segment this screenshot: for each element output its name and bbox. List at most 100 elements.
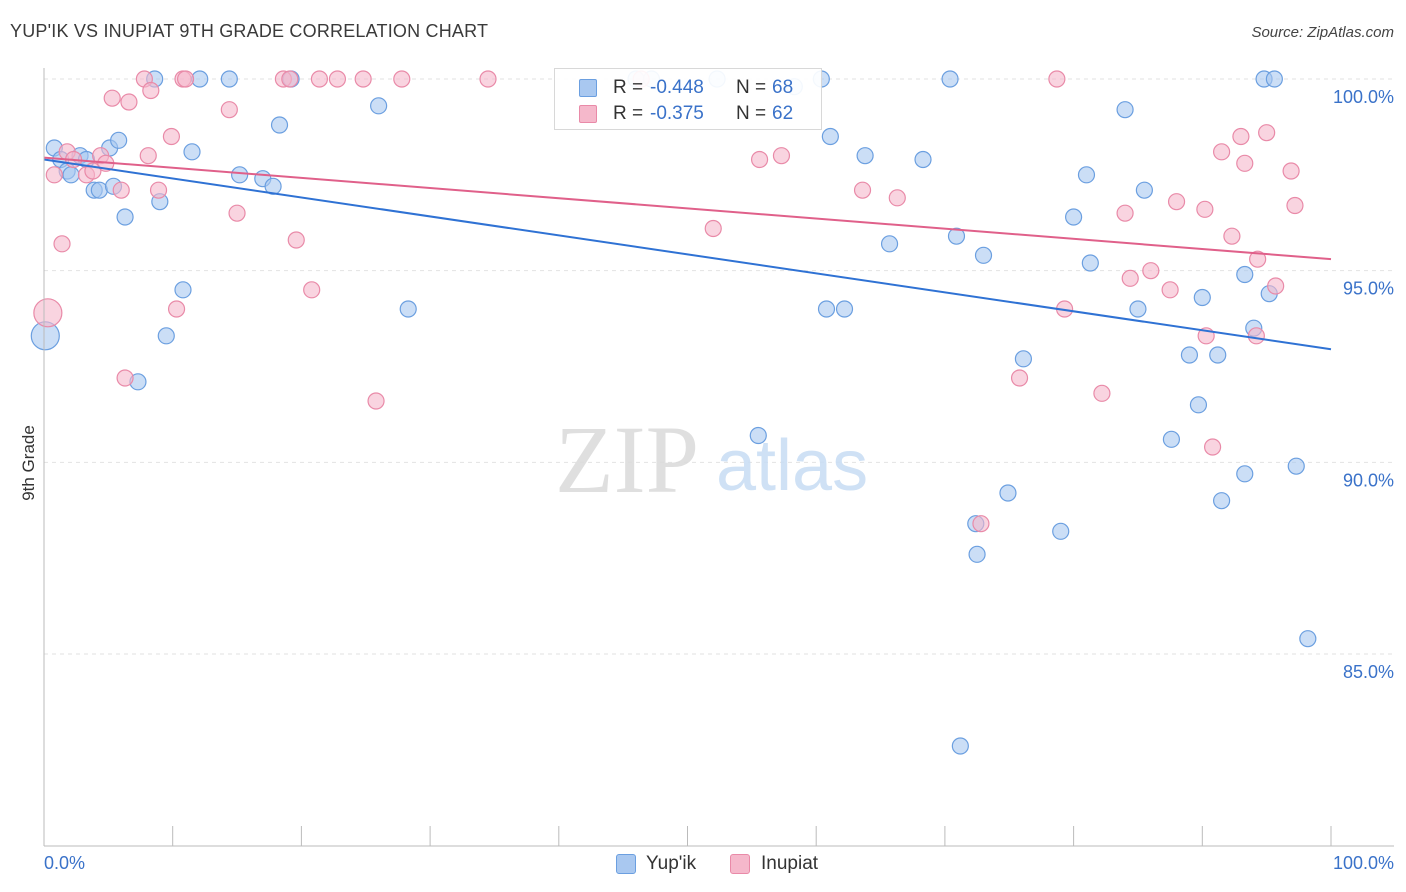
inupiat-point-28 (328, 70, 347, 88)
yupik-point-47 (1052, 522, 1070, 540)
yupik-point-36 (856, 147, 874, 165)
y-tick-label-2: 90.0% (1343, 470, 1394, 490)
yupik-point-52 (1129, 300, 1147, 318)
inupiat-n-label: N = (736, 103, 767, 124)
inupiat-point-9 (103, 89, 121, 107)
inupiat-swatch (579, 105, 597, 123)
legend-row-yupik: R = -0.448 N = 68 (555, 75, 821, 101)
inupiat-point-46 (1142, 262, 1160, 280)
legend-inupiat-label: Inupiat (761, 853, 819, 874)
inupiat-point-16 (149, 181, 168, 199)
yupik-r-value: -0.448 (650, 77, 704, 98)
inupiat-point-15 (142, 81, 160, 100)
watermark-atlas: atlas (716, 426, 868, 506)
inupiat-point-39 (972, 515, 990, 533)
chart-title: YUP'IK VS INUPIAT 9TH GRADE CORRELATION … (10, 21, 489, 41)
inupiat-point-36 (772, 147, 791, 165)
inupiat-point-30 (367, 392, 385, 410)
chart-source: Source: ZipAtlas.com (1251, 24, 1394, 41)
legend-yupik-swatch (616, 854, 636, 874)
trend-lines (43, 156, 1332, 351)
yupik-point-57 (1193, 288, 1211, 307)
yupik-point-35 (835, 300, 854, 318)
inupiat-point-41 (1048, 70, 1066, 88)
yupik-point-7 (90, 181, 108, 199)
yupik-point-26 (399, 300, 417, 318)
inupiat-point-12 (120, 93, 138, 111)
correlation-legend: R = -0.448 N = 68 R = -0.375 N = 62 (554, 68, 822, 130)
yupik-point-46 (1014, 350, 1033, 368)
yupik-point-25 (370, 97, 388, 115)
inupiat-point-35 (750, 150, 769, 169)
inupiat-point-52 (1213, 143, 1231, 161)
yupik-swatch (579, 79, 597, 97)
inupiat-point-59 (1267, 277, 1285, 295)
yupik-point-33 (817, 300, 836, 318)
inupiat-point-0 (33, 298, 63, 328)
inupiat-point-40 (1010, 369, 1029, 387)
yupik-point-67 (1299, 630, 1317, 648)
axes (43, 68, 1394, 847)
yupik-point-3 (62, 166, 80, 184)
inupiat-point-37 (853, 181, 872, 199)
inupiat-point-25 (287, 231, 305, 249)
inupiat-point-24 (281, 70, 299, 88)
inupiat-point-57 (1249, 250, 1267, 268)
inupiat-point-2 (53, 235, 71, 253)
yupik-point-60 (1236, 465, 1254, 483)
yupik-point-11 (116, 208, 134, 226)
x-tick-label-right: 100.0% (1333, 853, 1394, 873)
data-points (30, 70, 1317, 755)
inupiat-point-1 (45, 166, 63, 184)
yupik-point-20 (231, 166, 249, 184)
inupiat-point-53 (1223, 227, 1241, 245)
yupik-point-22 (264, 177, 282, 195)
yupik-point-45 (999, 484, 1017, 502)
yupik-point-19 (220, 70, 238, 88)
yupik-point-56 (1189, 396, 1208, 414)
yupik-point-38 (914, 150, 932, 169)
inupiat-r-label: R = (613, 103, 644, 124)
y-tick-label-1: 95.0% (1343, 279, 1394, 299)
inupiat-point-56 (1247, 327, 1265, 345)
yupik-point-17 (183, 143, 201, 161)
inupiat-point-22 (228, 204, 246, 222)
yupik-point-59 (1213, 492, 1231, 510)
inupiat-point-44 (1116, 204, 1134, 222)
watermark-zip: ZIP (555, 406, 699, 513)
yupik-point-65 (1265, 70, 1283, 88)
yupik-point-44 (974, 246, 993, 264)
yupik-point-43 (968, 545, 986, 563)
inupiat-point-21 (220, 101, 238, 119)
inupiat-point-45 (1121, 269, 1139, 287)
inupiat-point-55 (1236, 154, 1254, 172)
inupiat-point-48 (1167, 193, 1186, 211)
gridlines: 100.0% 95.0% 90.0% 85.0% (44, 78, 1394, 682)
inupiat-point-17 (162, 127, 181, 146)
inupiat-trend-line (43, 156, 1332, 261)
inupiat-point-49 (1196, 200, 1214, 218)
inupiat-point-54 (1232, 127, 1250, 146)
inupiat-r-value: -0.375 (650, 103, 704, 124)
x-tick-label-left: 0.0% (44, 853, 85, 873)
yupik-point-58 (1209, 346, 1227, 364)
yupik-point-34 (821, 127, 839, 146)
yupik-point-66 (1287, 457, 1305, 475)
inupiat-point-34 (704, 219, 722, 238)
yupik-point-48 (1064, 208, 1083, 226)
yupik-point-54 (1162, 430, 1181, 448)
legend-row-inupiat: R = -0.375 N = 62 (555, 101, 821, 127)
inupiat-point-51 (1203, 438, 1222, 456)
inupiat-point-60 (1282, 162, 1300, 180)
yupik-trend-line (43, 158, 1332, 351)
inupiat-point-18 (167, 300, 186, 318)
yupik-point-23 (270, 116, 289, 134)
inupiat-point-10 (112, 181, 130, 199)
inupiat-point-29 (354, 70, 372, 88)
inupiat-point-27 (310, 70, 329, 88)
inupiat-point-38 (888, 189, 906, 207)
y-tick-label-0: 100.0% (1333, 87, 1394, 107)
inupiat-point-47 (1161, 281, 1179, 299)
yupik-r-label: R = (613, 77, 644, 98)
